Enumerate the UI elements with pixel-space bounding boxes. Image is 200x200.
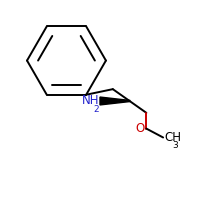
Text: NH: NH <box>82 94 99 107</box>
Text: CH: CH <box>164 131 181 144</box>
Polygon shape <box>100 97 130 105</box>
Text: 2: 2 <box>93 105 99 114</box>
Text: O: O <box>136 122 145 135</box>
Text: 3: 3 <box>173 141 178 150</box>
